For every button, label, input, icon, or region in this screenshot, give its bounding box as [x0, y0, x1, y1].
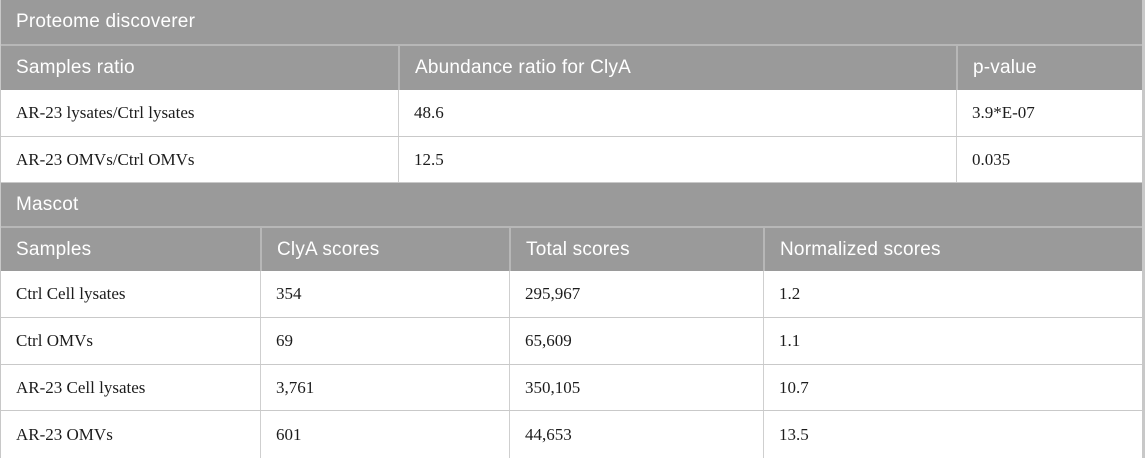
table-cell-sample: AR-23 OMVs: [16, 424, 113, 444]
column-header-clya-scores: ClyA scores: [260, 228, 509, 271]
proteome-table-row: AR-23 OMVs/Ctrl OMVs 12.5 0.035: [1, 137, 1142, 183]
column-header-abundance-ratio: Abundance ratio for ClyA: [398, 46, 956, 90]
table-cell-sample: Ctrl Cell lysates: [16, 284, 126, 303]
table-cell-samples-ratio: AR-23 lysates/Ctrl lysates: [16, 103, 195, 122]
table-cell-abundance-ratio: 48.6: [398, 90, 956, 136]
table-cell-abundance-ratio: 12.5: [398, 137, 956, 182]
proteome-table-row: AR-23 lysates/Ctrl lysates 48.6 3.9*E-07: [1, 90, 1142, 137]
proteome-section-header: Proteome discoverer: [1, 0, 1142, 46]
mascot-section-title: Mascot: [16, 193, 79, 215]
mascot-section-header: Mascot: [1, 183, 1142, 228]
table-cell-total-score: 44,653: [509, 411, 763, 458]
mascot-table-row: Ctrl Cell lysates 354 295,967 1.2: [1, 271, 1142, 318]
column-header-samples: Samples: [16, 238, 92, 260]
column-header-normalized-scores: Normalized scores: [763, 228, 1142, 271]
table-cell-p-value: 0.035: [956, 137, 1142, 182]
table-cell-total-score: 350,105: [509, 365, 763, 410]
table-cell-clya-score: 3,761: [260, 365, 509, 410]
table-cell-normalized-score: 1.1: [763, 318, 1142, 364]
column-header-total-scores: Total scores: [509, 228, 763, 271]
table-cell-total-score: 65,609: [509, 318, 763, 364]
table-cell-clya-score: 69: [260, 318, 509, 364]
table-cell-clya-score: 354: [260, 271, 509, 317]
column-header-p-value: p-value: [956, 46, 1142, 90]
table-cell-normalized-score: 13.5: [763, 411, 1142, 458]
mascot-column-header-row: Samples ClyA scores Total scores Normali…: [1, 228, 1142, 271]
table-cell-samples-ratio: AR-23 OMVs/Ctrl OMVs: [16, 149, 195, 169]
proteome-column-header-row: Samples ratio Abundance ratio for ClyA p…: [1, 46, 1142, 90]
table-cell-normalized-score: 10.7: [763, 365, 1142, 410]
mascot-table-row: AR-23 OMVs 601 44,653 13.5: [1, 411, 1142, 458]
mascot-table-row: Ctrl OMVs 69 65,609 1.1: [1, 318, 1142, 365]
table-cell-sample: AR-23 Cell lysates: [16, 377, 146, 397]
table-cell-clya-score: 601: [260, 411, 509, 458]
table-cell-total-score: 295,967: [509, 271, 763, 317]
column-header-samples-ratio: Samples ratio: [16, 57, 135, 78]
table-cell-sample: Ctrl OMVs: [16, 331, 93, 350]
mascot-table-row: AR-23 Cell lysates 3,761 350,105 10.7: [1, 365, 1142, 411]
table-cell-normalized-score: 1.2: [763, 271, 1142, 317]
proteome-section-title: Proteome discoverer: [16, 11, 196, 32]
table-cell-p-value: 3.9*E-07: [956, 90, 1142, 136]
